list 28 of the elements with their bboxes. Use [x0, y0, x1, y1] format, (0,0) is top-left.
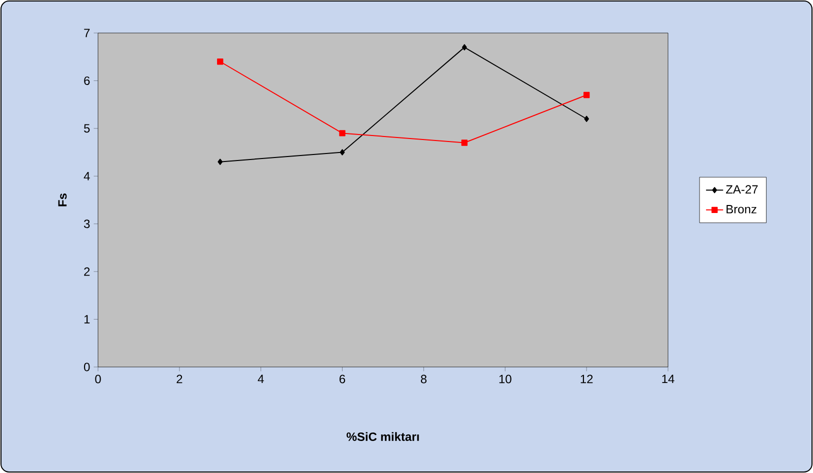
y-tick-label: 0: [84, 362, 90, 372]
y-tick-label: 7: [84, 28, 90, 38]
point: [218, 158, 223, 165]
x-tick-label: 4: [258, 374, 264, 384]
legend-label: Bronz: [726, 205, 756, 214]
y-tick-label: 1: [84, 315, 90, 324]
point: [217, 58, 224, 65]
x-tick-label: 10: [499, 374, 512, 384]
y-tick-label: 2: [84, 267, 90, 276]
x-tick-label: 0: [95, 374, 101, 384]
y-tick-label: 5: [84, 124, 90, 133]
x-axis-title: %SiC miktarı: [346, 432, 419, 441]
x-tick-label: 2: [176, 374, 182, 384]
point: [583, 92, 590, 98]
point: [461, 140, 468, 146]
x-tick-label: 12: [580, 374, 593, 384]
y-tick-label: 6: [84, 76, 90, 85]
y-axis-title: Fs: [58, 193, 67, 206]
y-tick-label: 3: [84, 220, 90, 228]
y-tick-label: 4: [84, 172, 90, 180]
point: [462, 44, 467, 50]
point: [340, 149, 345, 156]
point: [584, 116, 590, 122]
x-tick-label: 6: [340, 374, 346, 384]
point: [339, 130, 346, 136]
x-tick-label: 14: [662, 374, 674, 384]
x-tick-label: 8: [420, 374, 427, 384]
legend-label: ZA-27: [726, 185, 758, 194]
